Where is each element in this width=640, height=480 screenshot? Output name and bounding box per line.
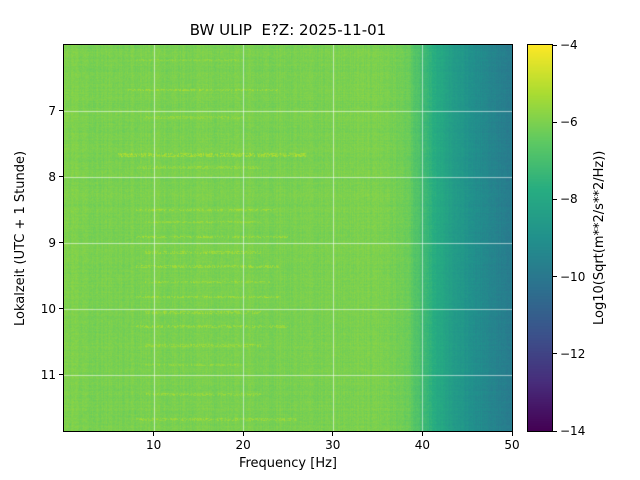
colorbar-tick-label: −6 <box>560 115 578 130</box>
colorbar-tick-mark <box>553 276 557 278</box>
colorbar-tick-label: −10 <box>560 269 586 284</box>
colorbar-tick-mark <box>553 44 557 46</box>
y-tick-mark <box>59 242 63 244</box>
x-tick-label: 20 <box>235 438 251 452</box>
colorbar-tick-mark <box>553 430 557 432</box>
y-tick-label: 11 <box>40 367 56 382</box>
colorbar-label: Log10(Sqrt(m**2/s**2/Hz)) <box>592 150 607 326</box>
x-tick-label: 30 <box>325 438 341 452</box>
x-tick-mark <box>332 432 334 436</box>
y-tick-mark <box>59 374 63 376</box>
colorbar-tick-mark <box>553 198 557 200</box>
colorbar-tick-label: −8 <box>560 192 578 207</box>
y-tick-mark <box>59 308 63 310</box>
colorbar-tick-mark <box>553 121 557 123</box>
colorbar-gradient-canvas <box>527 44 553 432</box>
x-axis-label: Frequency [Hz] <box>238 456 338 471</box>
colorbar-tick-mark <box>553 353 557 355</box>
chart-title: BW ULIP E?Z: 2025-11-01 <box>189 21 387 39</box>
colorbar-tick-label: −4 <box>560 38 578 52</box>
y-tick-label: 8 <box>48 169 56 184</box>
x-tick-mark <box>153 432 155 436</box>
x-tick-mark <box>511 432 513 436</box>
y-tick-mark <box>59 176 63 178</box>
y-tick-label: 9 <box>48 235 56 250</box>
x-tick-label: 40 <box>414 438 431 452</box>
x-tick-label: 50 <box>504 438 520 452</box>
x-tick-mark <box>421 432 423 436</box>
x-tick-mark <box>242 432 244 436</box>
colorbar-tick-label: −12 <box>560 346 586 361</box>
spectrogram-heatmap-canvas <box>63 44 513 432</box>
y-tick-mark <box>59 110 63 112</box>
colorbar-tick-label: −14 <box>560 424 586 438</box>
y-tick-label: 10 <box>40 301 56 316</box>
x-tick-label: 10 <box>145 438 162 452</box>
y-tick-label: 7 <box>48 103 56 118</box>
